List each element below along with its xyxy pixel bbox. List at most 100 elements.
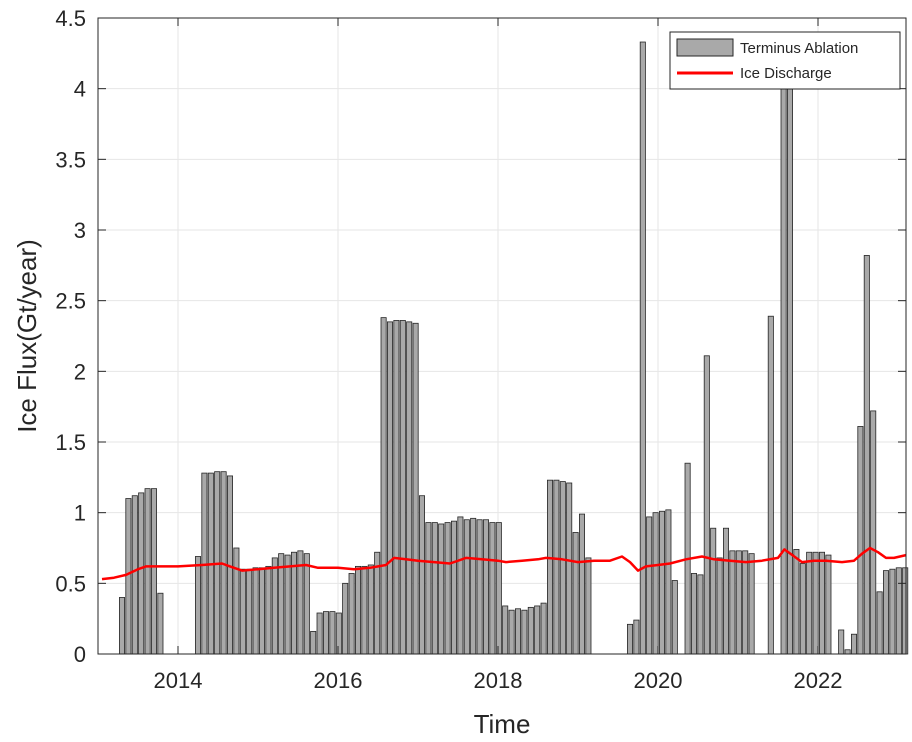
ablation-bar <box>342 582 349 655</box>
ablation-bar <box>540 602 547 655</box>
ablation-bar <box>399 320 406 655</box>
ablation-bar <box>361 565 368 655</box>
ablation-bar <box>857 426 864 655</box>
ablation-bar <box>303 553 310 655</box>
x-axis-title: Time <box>474 709 531 739</box>
ablation-bar <box>515 608 522 655</box>
ablation-bar <box>380 317 387 655</box>
ablation-bar <box>585 557 592 655</box>
ablation-bar <box>787 76 794 655</box>
ablation-bar <box>627 623 634 655</box>
ablation-bar <box>194 556 201 655</box>
ablation-bar <box>691 573 698 655</box>
ablation-bar <box>412 322 419 655</box>
x-tick-label: 2014 <box>154 668 203 693</box>
ice-discharge-line <box>101 546 907 581</box>
ablation-bar <box>697 574 704 655</box>
y-tick-label: 0 <box>74 642 86 667</box>
ablation-bar <box>572 532 579 655</box>
x-tick-label: 2022 <box>794 668 843 693</box>
ablation-bar <box>367 564 374 655</box>
ablation-bar <box>418 495 425 655</box>
ablation-bar <box>425 522 432 655</box>
legend-swatch-terminus-ablation <box>676 38 734 57</box>
ablation-bar <box>710 527 717 655</box>
ablation-bar <box>284 554 291 655</box>
ablation-bar <box>322 611 329 655</box>
y-tick-label: 3.5 <box>55 147 86 172</box>
y-tick-label: 1 <box>74 501 86 526</box>
ablation-bar <box>703 355 710 655</box>
ablation-bar <box>671 580 678 655</box>
ablation-bar <box>476 519 483 655</box>
ablation-bar <box>889 568 896 655</box>
y-tick-label: 2.5 <box>55 289 86 314</box>
ablation-bar <box>450 520 457 655</box>
y-tick-label: 1.5 <box>55 430 86 455</box>
y-tick-label: 0.5 <box>55 571 86 596</box>
ablation-bar <box>438 523 445 655</box>
ablation-bar <box>863 255 870 655</box>
ablation-bar <box>559 481 566 655</box>
ablation-bar <box>335 612 342 655</box>
ablation-bar <box>780 76 787 655</box>
y-axis-title: Ice Flux(Gt/year) <box>12 239 42 433</box>
ablation-bar <box>406 321 413 655</box>
ablation-bar <box>386 321 393 655</box>
legend: Terminus Ablation Ice Discharge <box>669 31 901 90</box>
legend-label-terminus-ablation: Terminus Ablation <box>740 40 858 57</box>
ablation-bar <box>659 510 666 655</box>
ablation-bar <box>508 609 515 655</box>
ablation-bar <box>290 551 297 655</box>
ablation-bar <box>482 519 489 655</box>
ablation-bar <box>457 516 464 655</box>
legend-label-ice-discharge: Ice Discharge <box>740 65 832 82</box>
ablation-bar <box>806 551 813 655</box>
ablation-bar <box>119 597 126 655</box>
ablation-bar <box>716 557 723 655</box>
ablation-bar <box>354 565 361 655</box>
ablation-bar <box>138 492 145 655</box>
ablation-bar <box>633 619 640 655</box>
ablation-bar <box>748 553 755 655</box>
ablation-bar <box>278 553 285 655</box>
ablation-bar <box>265 565 272 655</box>
ablation-bar <box>767 315 774 655</box>
ablation-bar <box>521 609 528 655</box>
ablation-bar <box>825 554 832 655</box>
ablation-bar <box>883 570 890 655</box>
ablation-bar <box>316 612 323 655</box>
ablation-bar <box>495 522 502 655</box>
ablation-bar <box>131 495 138 655</box>
ablation-bar <box>393 320 400 655</box>
ablation-bar <box>553 479 560 655</box>
ablation-bar <box>125 498 132 655</box>
ablation-bar <box>870 410 877 655</box>
ablation-bar <box>838 629 845 655</box>
ablation-bar <box>723 527 730 655</box>
ablation-bar <box>431 522 438 655</box>
x-tick-label: 2020 <box>634 668 683 693</box>
y-tick-label: 4 <box>74 77 86 102</box>
axis-ticks: 0 0.5 1 1.5 2 2.5 3 3.5 4 4.5 2014 2016 2018 2020 2022 <box>55 6 906 693</box>
ablation-bar <box>463 519 470 655</box>
ablation-bar <box>844 649 851 655</box>
ablation-bar <box>639 41 646 655</box>
ablation-bar <box>150 488 157 655</box>
ablation-bar <box>902 567 909 655</box>
ablation-bar <box>258 567 265 655</box>
ablation-bar <box>547 479 554 655</box>
y-tick-label: 3 <box>74 218 86 243</box>
ablation-bar <box>812 551 819 655</box>
legend-box <box>669 31 901 90</box>
ablation-bar <box>735 550 742 655</box>
ablation-bar <box>470 517 477 655</box>
y-tick-label: 4.5 <box>55 6 86 31</box>
ablation-bar <box>652 512 659 655</box>
discharge-line <box>101 546 907 581</box>
ablation-bar <box>329 611 336 655</box>
y-tick-label: 2 <box>74 359 86 384</box>
ablation-bar <box>665 509 672 655</box>
ablation-bar <box>742 550 749 655</box>
